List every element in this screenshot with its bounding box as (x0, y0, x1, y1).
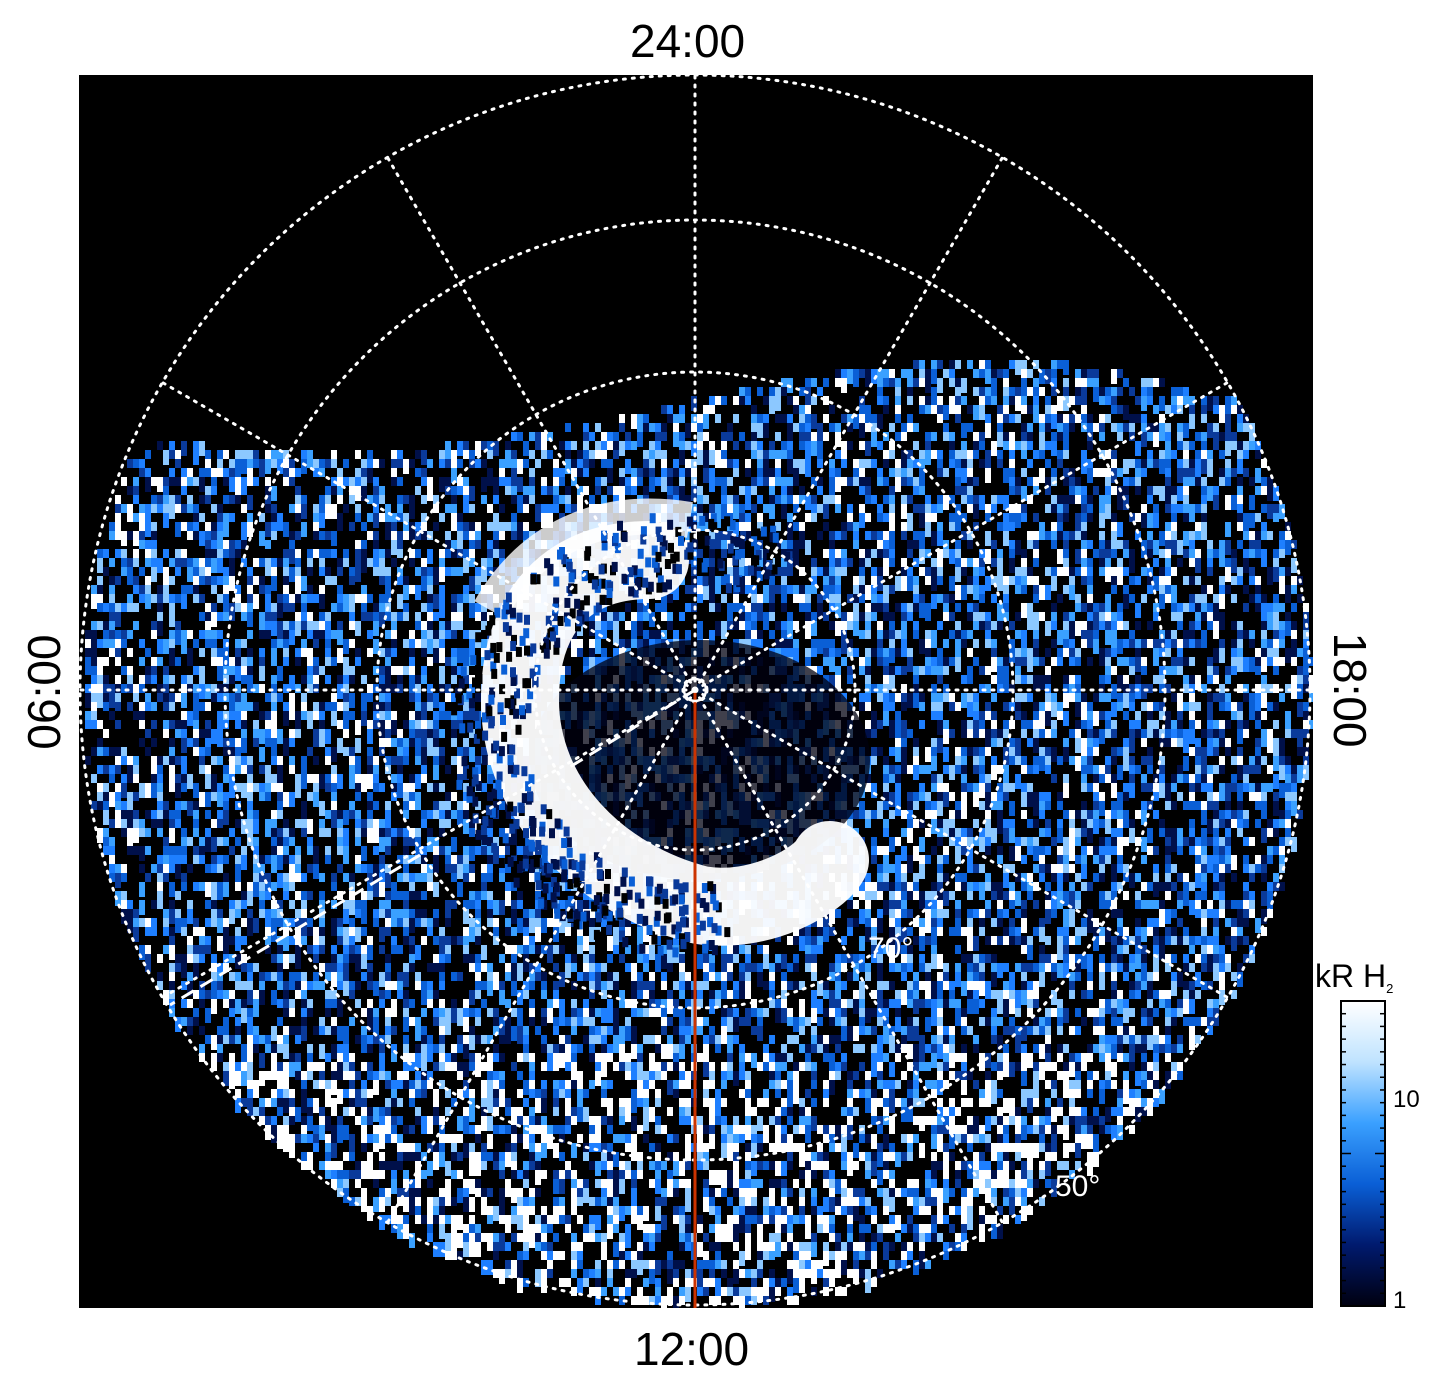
colorbar-tick-1: 1 (1393, 1287, 1406, 1315)
local-time-label-bottom: 12:00 (634, 1326, 749, 1372)
local-time-label-top: 24:00 (630, 18, 745, 64)
colorbar-title-text: kR H (1315, 958, 1386, 994)
colorbar-tick-10: 10 (1393, 1086, 1420, 1114)
local-time-label-right: 18:00 (1327, 632, 1373, 747)
local-time-label-left: 06:00 (21, 634, 67, 749)
lat-label-70: 70° (868, 932, 913, 965)
colorbar-title: kR H2 (1315, 958, 1393, 995)
colorbar-title-subscript: 2 (1386, 981, 1393, 996)
lat-label-50: 50° (1055, 1170, 1100, 1203)
